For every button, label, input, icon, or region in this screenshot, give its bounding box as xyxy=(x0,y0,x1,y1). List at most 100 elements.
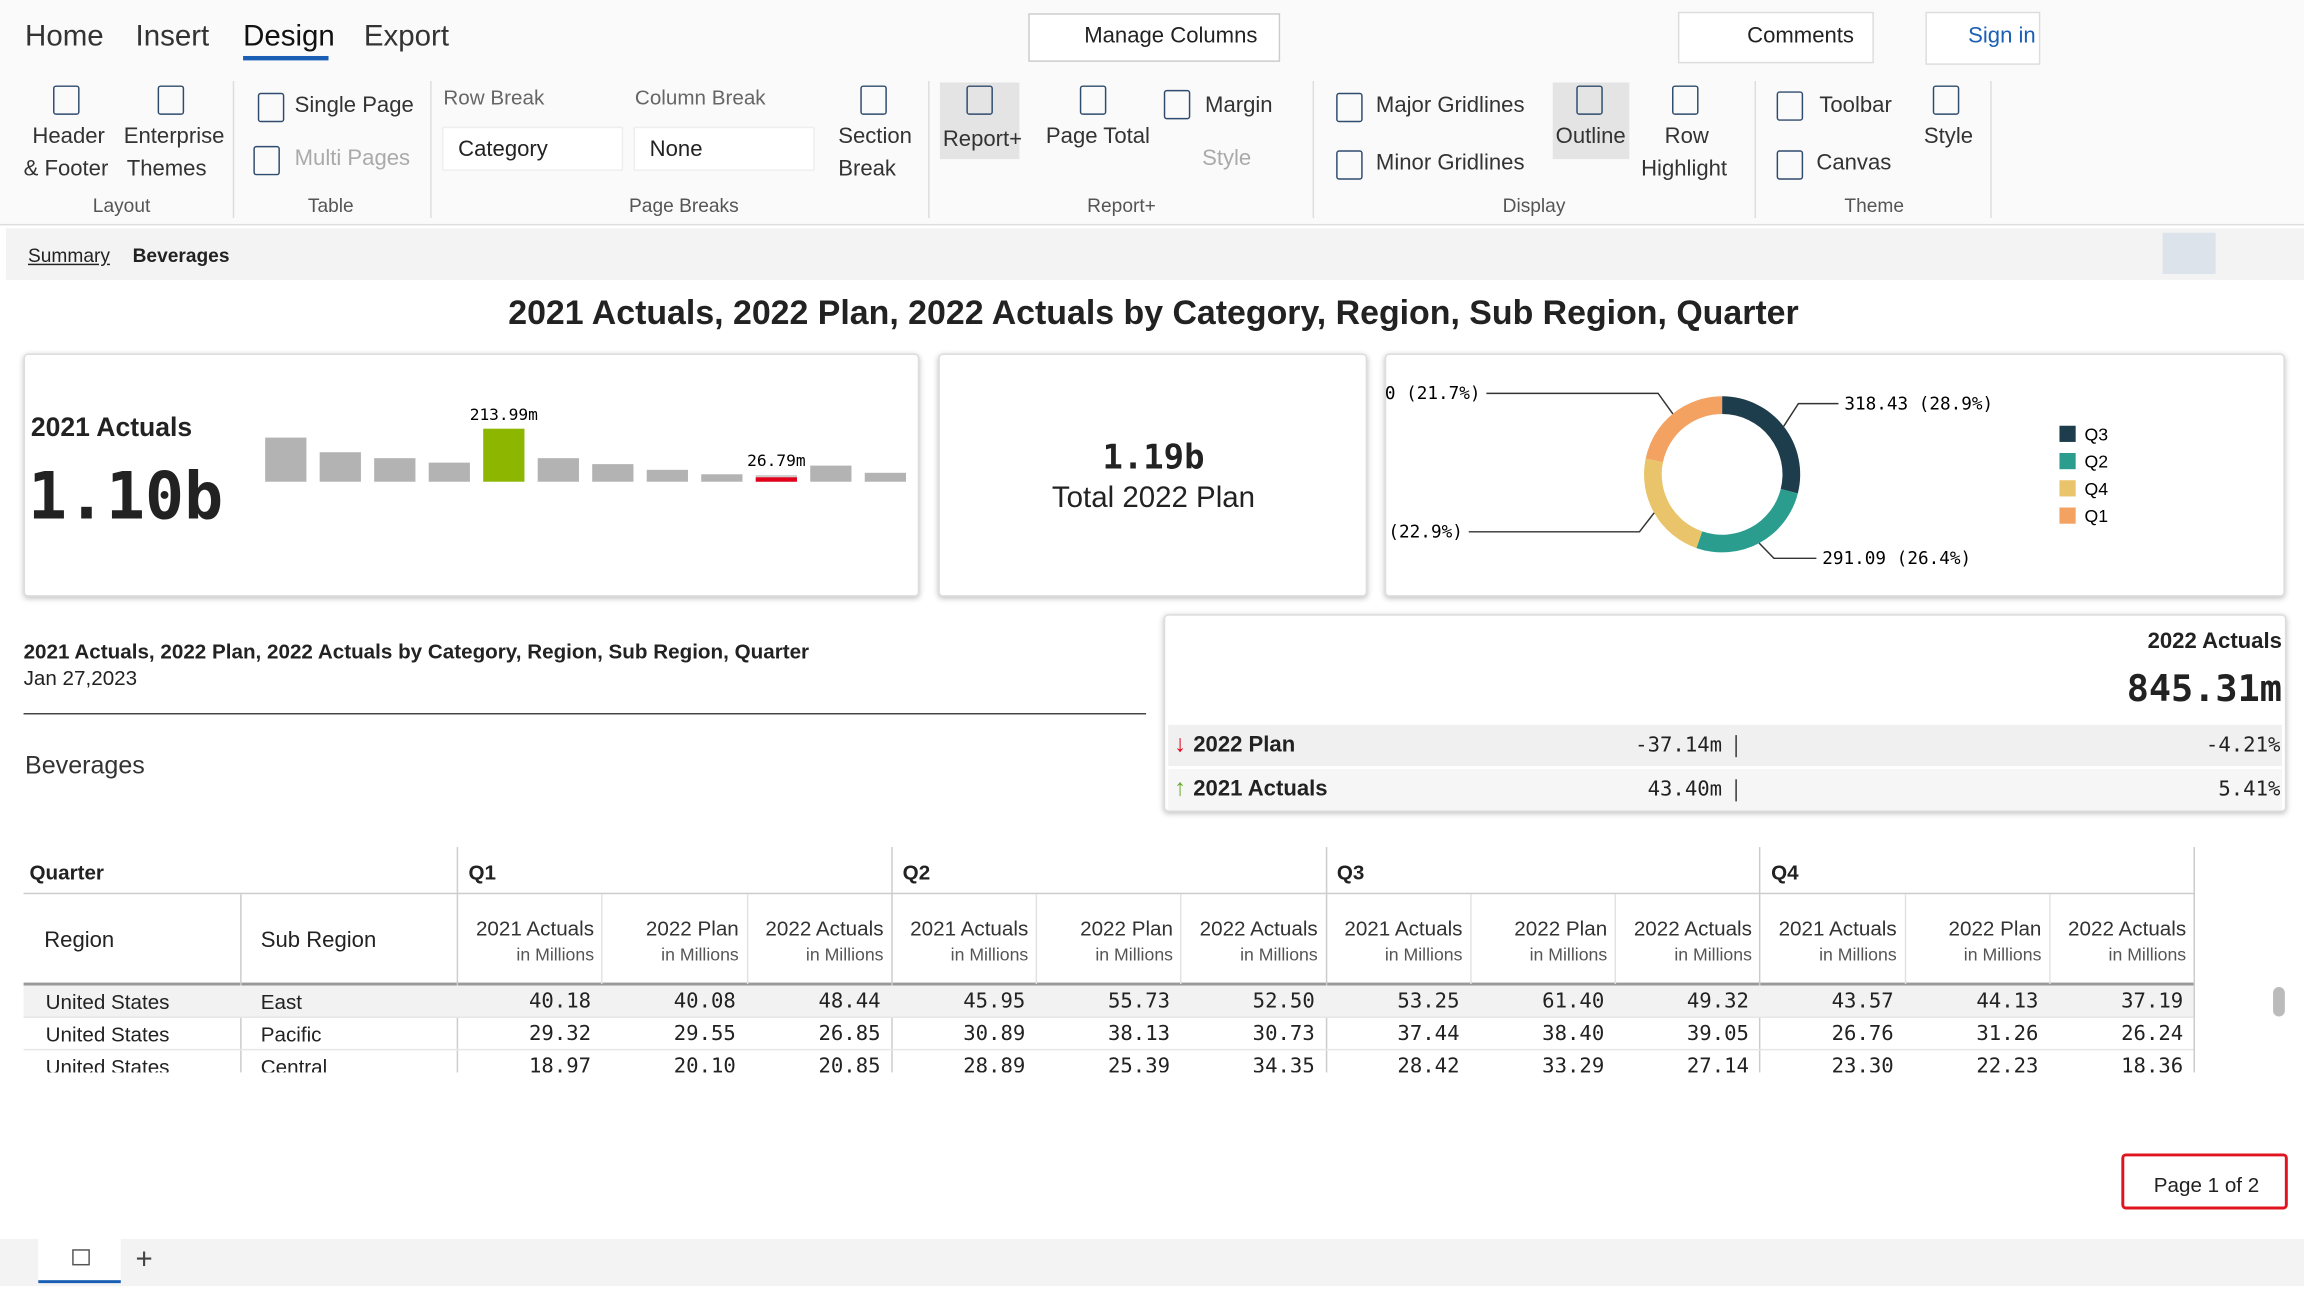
button-label[interactable]: Sign in xyxy=(1968,23,2036,49)
col-border xyxy=(601,894,603,985)
ribbon-button[interactable]: Enterprise xyxy=(123,123,225,149)
cell-value: 40.18 xyxy=(528,989,592,1014)
manage-columns-button[interactable] xyxy=(1028,13,1281,62)
unit-label: in Millions xyxy=(1963,944,2042,965)
view-toggle-active[interactable] xyxy=(2162,232,2216,275)
cell-value: 44.13 xyxy=(1976,989,2039,1014)
cell-value: 34.35 xyxy=(1252,1054,1315,1079)
measure-header: 2022 Plan xyxy=(1080,916,1173,940)
button-label[interactable]: Comments xyxy=(1747,23,1855,49)
legend-swatch xyxy=(2059,480,2076,497)
cell-value: 33.29 xyxy=(1542,1054,1605,1079)
quarter-header: Q2 xyxy=(902,860,931,884)
scrollbar-thumb xyxy=(2273,987,2285,1017)
row-highlight xyxy=(23,985,2194,1018)
cell-value: 48.44 xyxy=(818,989,881,1014)
ribbon-button[interactable]: Outline xyxy=(1555,123,1626,149)
ribbon-button[interactable]: Themes xyxy=(126,156,207,182)
donut-segment xyxy=(1645,396,1723,463)
ribbon-button[interactable]: Major Gridlines xyxy=(1375,92,1525,118)
cell-text: East xyxy=(260,989,303,1014)
col-border xyxy=(1904,894,1906,985)
legend-swatch xyxy=(2059,425,2076,442)
ribbon-button[interactable]: Page Total xyxy=(1045,123,1150,149)
col-border xyxy=(456,847,459,1073)
icon xyxy=(257,92,285,123)
cell-value: 37.19 xyxy=(2121,989,2184,1014)
ribbon-button-disabled: Style xyxy=(1202,145,1252,171)
measure-header: 2021 Actuals xyxy=(475,916,595,940)
ribbon-button[interactable]: Single Page xyxy=(294,92,414,118)
group-separator xyxy=(232,81,235,219)
group-label: Report+ xyxy=(1087,194,1156,217)
outline-active xyxy=(1552,82,1630,160)
breadcrumb-current[interactable]: Beverages xyxy=(132,244,230,267)
ribbon-button[interactable]: Header xyxy=(32,123,105,149)
dropdown-value[interactable]: Category xyxy=(458,137,548,163)
unit-label: in Millions xyxy=(950,944,1029,965)
comparison-name: 2022 Plan xyxy=(1193,732,1296,758)
cell-value: 20.85 xyxy=(818,1054,881,1079)
ribbon-tab[interactable]: Home xyxy=(25,20,104,54)
header-rule xyxy=(23,713,1147,715)
ribbon-button[interactable]: Report+ xyxy=(942,126,1023,152)
ribbon-button[interactable]: Minor Gridlines xyxy=(1375,150,1525,176)
data-label: 291.09 (26.4%) xyxy=(1822,549,1971,569)
donut-segment xyxy=(1722,396,1801,494)
button-label[interactable]: Manage Columns xyxy=(1084,23,1258,49)
divider xyxy=(1735,735,1737,758)
bar xyxy=(319,452,361,482)
kpi-label: 2022 Actuals xyxy=(2147,629,2282,655)
leader-line xyxy=(1783,402,1839,427)
sheet-tab-active[interactable] xyxy=(38,1238,121,1284)
add-sheet-button[interactable]: + xyxy=(135,1243,153,1276)
breadcrumb-link[interactable]: Summary xyxy=(27,244,110,267)
ribbon-button[interactable]: Style xyxy=(1923,123,1974,149)
ribbon-tab[interactable]: Export xyxy=(363,20,450,54)
table-header: Sub Region xyxy=(260,928,377,954)
ribbon-button[interactable]: Toolbar xyxy=(1819,92,1892,118)
cell-value: 26.24 xyxy=(2121,1022,2184,1046)
group-separator xyxy=(928,81,930,219)
unit-label: in Millions xyxy=(1819,944,1897,965)
table-clip-mask xyxy=(0,1072,2304,1154)
ribbon-button[interactable]: Section xyxy=(838,123,912,149)
sign-in-button[interactable] xyxy=(1925,11,2041,65)
sheet-tab-bar xyxy=(0,1238,2304,1287)
row-break-dropdown[interactable] xyxy=(441,126,624,171)
quarter-header: Q4 xyxy=(1771,860,1799,884)
pager-label[interactable]: Page 1 of 2 xyxy=(2153,1172,2260,1197)
icon xyxy=(1672,85,1699,115)
icon xyxy=(253,145,280,176)
table-header: Region xyxy=(44,928,115,954)
pager[interactable] xyxy=(2121,1153,2288,1210)
ribbon-tab[interactable]: Design xyxy=(243,20,335,54)
ribbon-button[interactable]: & Footer xyxy=(23,156,109,182)
measure-header: 2021 Actuals xyxy=(1344,916,1463,940)
value-label: 26.79m xyxy=(747,451,805,470)
ribbon-button[interactable]: Break xyxy=(838,156,896,182)
ribbon-button[interactable]: Canvas xyxy=(1816,150,1892,176)
dropdown-value[interactable]: None xyxy=(649,137,703,163)
comparison-percent: 5.41% xyxy=(2218,777,2281,802)
unit-label: in Millions xyxy=(2108,944,2187,965)
measure-header: 2021 Actuals xyxy=(1778,916,1897,940)
bar xyxy=(265,437,307,482)
icon xyxy=(1776,150,1804,180)
cell-value: 53.25 xyxy=(1397,989,1460,1014)
comments-button[interactable] xyxy=(1677,11,1874,64)
min-bar-marker xyxy=(755,477,797,482)
ribbon-button[interactable]: Margin xyxy=(1205,92,1273,118)
cell-value: 37.44 xyxy=(1397,1022,1460,1046)
kpi-value: 1.19b xyxy=(1102,438,1205,478)
col-border xyxy=(1325,847,1327,1073)
group-separator xyxy=(1754,81,1756,219)
ribbon-tab[interactable]: Insert xyxy=(135,20,210,54)
report-plus-active xyxy=(939,82,1020,160)
column-break-dropdown[interactable] xyxy=(633,126,815,171)
icon xyxy=(1336,92,1363,123)
ribbon-button[interactable]: Row xyxy=(1664,123,1709,149)
ribbon-button[interactable]: Highlight xyxy=(1641,156,1728,182)
col-border xyxy=(1035,894,1038,985)
cell-text: United States xyxy=(45,1022,170,1046)
